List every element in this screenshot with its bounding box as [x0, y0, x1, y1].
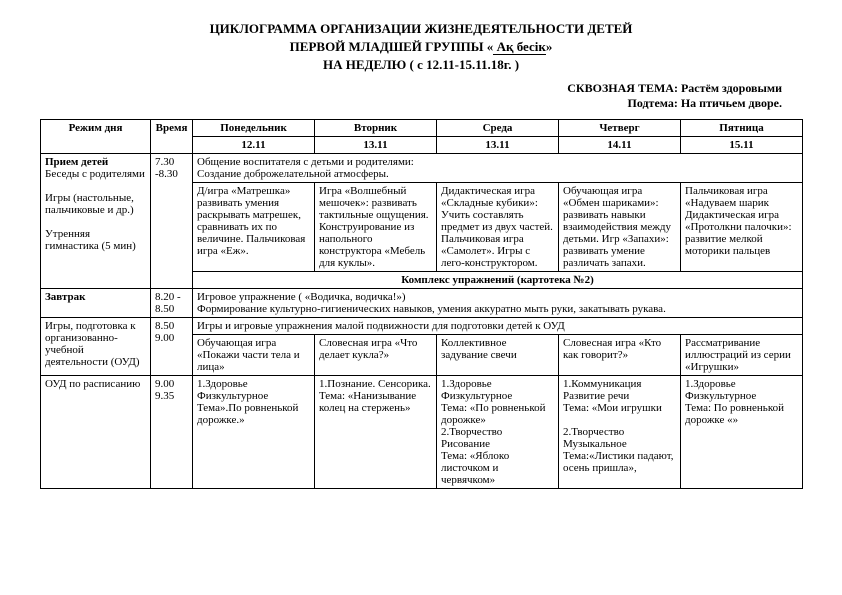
title-line1: ЦИКЛОГРАММА ОРГАНИЗАЦИИ ЖИЗНЕДЕЯТЕЛЬНОСТ… — [40, 20, 802, 38]
breakfast-line2: Формирование культурно-гигиенических нав… — [197, 303, 666, 315]
date-thu: 14.11 — [559, 136, 681, 153]
col-fri: Пятница — [681, 119, 803, 136]
title-block: ЦИКЛОГРАММА ОРГАНИЗАЦИИ ЖИЗНЕДЕЯТЕЛЬНОСТ… — [40, 20, 802, 75]
breakfast-label-text: Завтрак — [45, 291, 85, 303]
title-line3: НА НЕДЕЛЮ ( с 12.11-15.11.18г. ) — [40, 56, 802, 74]
title-line2-pre: ПЕРВОЙ МЛАДШЕЙ ГРУППЫ « — [290, 39, 494, 54]
games-mon: Обучающая игра «Покажи части тела и лица… — [193, 334, 315, 375]
date-fri: 15.11 — [681, 136, 803, 153]
date-wed: 13.11 — [437, 136, 559, 153]
reception-wed: Дидактическая игра «Складные кубики»: Уч… — [437, 182, 559, 271]
col-tue: Вторник — [315, 119, 437, 136]
breakfast-time: 8.20 - 8.50 — [151, 288, 193, 317]
date-tue: 13.11 — [315, 136, 437, 153]
schedule-table: Режим дня Время Понедельник Вторник Сред… — [40, 119, 803, 489]
col-regime: Режим дня — [41, 119, 151, 153]
games-thu: Словесная игра «Кто как говорит?» — [559, 334, 681, 375]
col-time: Время — [151, 119, 193, 153]
breakfast-line1: Игровое упражнение ( «Водичка, водичка!»… — [197, 291, 406, 303]
col-thu: Четверг — [559, 119, 681, 136]
oud-fri: 1.Здоровье Физкультурное Тема: По ровнен… — [681, 375, 803, 488]
theme-sub: Подтема: На птичьем дворе. — [40, 96, 782, 111]
games-tue: Словесная игра «Что делает кукла?» — [315, 334, 437, 375]
breakfast-span: Игровое упражнение ( «Водичка, водичка!»… — [193, 288, 803, 317]
oud-wed: 1.Здоровье Физкультурное Тема: «По ровне… — [437, 375, 559, 488]
oud-tue: 1.Познание. Сенсорика. Тема: «Нанизывани… — [315, 375, 437, 488]
reception-fri: Пальчиковая игра «Надуваем шарик Дидакти… — [681, 182, 803, 271]
games-span: Игры и игровые упражнения малой подвижно… — [193, 317, 803, 334]
date-mon: 12.11 — [193, 136, 315, 153]
title-line2: ПЕРВОЙ МЛАДШЕЙ ГРУППЫ « Ақ бесік» — [40, 38, 802, 56]
breakfast-label: Завтрак — [41, 288, 151, 317]
title-line2-post: » — [546, 39, 553, 54]
header-row: Режим дня Время Понедельник Вторник Сред… — [41, 119, 803, 136]
reception-label: Прием детей Беседы с родителями Игры (на… — [41, 153, 151, 288]
theme-main: СКВОЗНАЯ ТЕМА: Растём здоровыми — [40, 81, 782, 96]
games-label: Игры, подготовка к организованно-учебной… — [41, 317, 151, 375]
reception-intro-row: Прием детей Беседы с родителями Игры (на… — [41, 153, 803, 182]
reception-tue: Игра «Волшебный мешочек»: развивать такт… — [315, 182, 437, 271]
oud-thu: 1.Коммуникация Развитие речи Тема: «Мои … — [559, 375, 681, 488]
games-wed: Коллективное задувание свечи — [437, 334, 559, 375]
games-fri: Рассматривание иллюстраций из серии «Игр… — [681, 334, 803, 375]
reception-label-rest: Беседы с родителями Игры (настольные, па… — [45, 168, 145, 252]
reception-span: Общение воспитателя с детьми и родителям… — [193, 153, 803, 182]
oud-row: ОУД по расписанию 9.00 9.35 1.Здоровье Ф… — [41, 375, 803, 488]
col-wed: Среда — [437, 119, 559, 136]
oud-label: ОУД по расписанию — [41, 375, 151, 488]
reception-label-bold: Прием детей — [45, 156, 108, 168]
games-intro-row: Игры, подготовка к организованно-учебной… — [41, 317, 803, 334]
reception-thu: Обучающая игра «Обмен шариками»: развива… — [559, 182, 681, 271]
oud-time: 9.00 9.35 — [151, 375, 193, 488]
reception-mon: Д/игра «Матрешка» развивать умения раскр… — [193, 182, 315, 271]
breakfast-row: Завтрак 8.20 - 8.50 Игровое упражнение (… — [41, 288, 803, 317]
theme-block: СКВОЗНАЯ ТЕМА: Растём здоровыми Подтема:… — [40, 81, 802, 111]
reception-span2: Создание доброжелательной атмосферы. — [197, 168, 389, 180]
reception-span1: Общение воспитателя с детьми и родителям… — [197, 156, 414, 168]
reception-time: 7.30 -8.30 — [151, 153, 193, 288]
col-mon: Понедельник — [193, 119, 315, 136]
games-time: 8.50 9.00 — [151, 317, 193, 375]
oud-mon: 1.Здоровье Физкультурное Тема».По ровнен… — [193, 375, 315, 488]
complex-cell: Комплекс упражнений (картотека №2) — [193, 271, 803, 288]
title-line2-under: Ақ бесік — [493, 39, 546, 55]
